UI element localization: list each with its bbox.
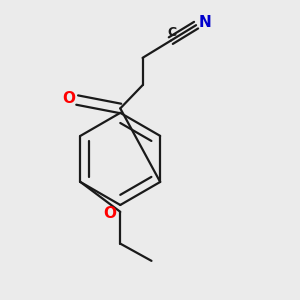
Text: O: O — [62, 91, 75, 106]
Text: N: N — [199, 15, 212, 30]
Text: C: C — [168, 26, 177, 39]
Text: O: O — [103, 206, 116, 221]
